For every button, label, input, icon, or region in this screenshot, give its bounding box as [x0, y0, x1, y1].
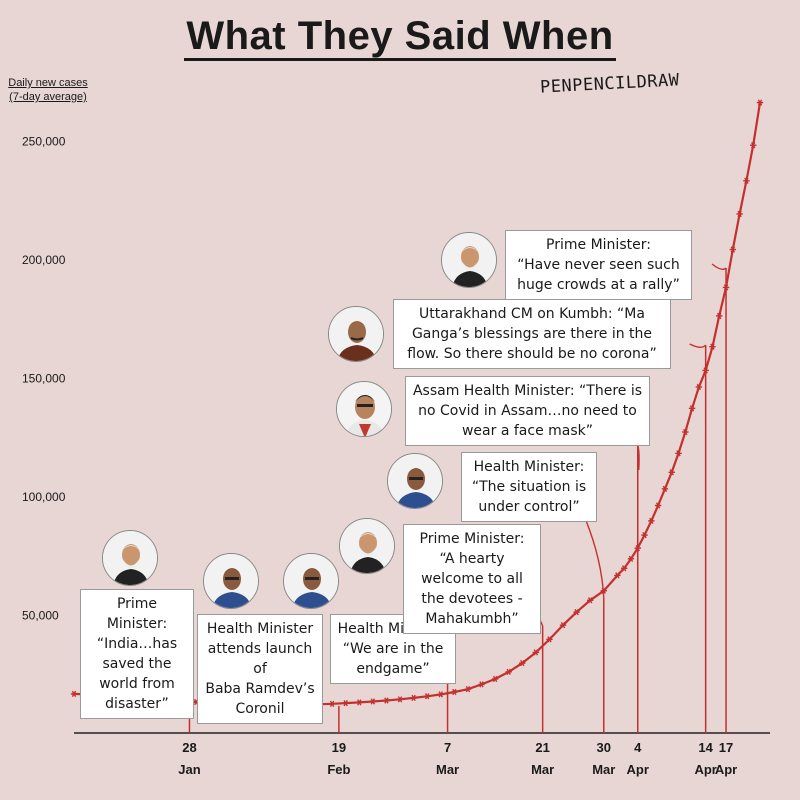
data-point: [491, 675, 499, 683]
avatar-prime-minister-3: [441, 232, 497, 288]
data-point: [654, 502, 662, 509]
x-tick-label: Mar: [592, 762, 615, 777]
data-point: [743, 177, 750, 184]
x-tick-label: Mar: [531, 762, 554, 777]
avatar-uttarakhand-cm: [328, 306, 384, 362]
x-tick-label: Apr: [627, 762, 649, 777]
data-point: [478, 681, 485, 688]
data-point: [716, 312, 723, 320]
data-point: [586, 597, 594, 604]
quote-pm-huge-crowds: Prime Minister: “Have never seen such hug…: [505, 230, 692, 300]
quote-pm-india-saved-world: Prime Minister: “India…has saved the worl…: [80, 589, 194, 719]
annotation-arrow: [689, 343, 707, 348]
data-point: [464, 686, 472, 693]
quote-uttarakhand-cm-kumbh: Uttarakhand CM on Kumbh: “Ma Ganga’s ble…: [393, 299, 671, 369]
data-point: [675, 450, 682, 457]
data-point: [519, 659, 526, 667]
x-tick-label: 7: [444, 740, 451, 755]
x-tick-label: Apr: [694, 762, 716, 777]
quote-health-minister-under-control: Health Minister: “The situation is under …: [461, 452, 597, 522]
data-point: [342, 700, 349, 707]
data-point: [532, 649, 540, 656]
x-tick-label: Apr: [715, 762, 737, 777]
data-point: [614, 572, 621, 579]
y-tick-label: 250,000: [22, 135, 66, 149]
data-point: [437, 691, 444, 698]
y-tick-label: 200,000: [22, 253, 66, 267]
x-tick-label: 4: [634, 740, 642, 755]
data-point: [750, 142, 757, 149]
data-point: [648, 517, 655, 525]
annotation-arrow: [585, 519, 605, 599]
x-tick-label: 17: [719, 740, 733, 755]
x-tick-label: 30: [597, 740, 611, 755]
data-point: [661, 485, 669, 493]
data-point: [620, 565, 628, 572]
data-point: [70, 690, 78, 698]
y-tick-label: 50,000: [22, 609, 59, 623]
x-tick-label: 19: [332, 740, 346, 755]
x-tick-label: 14: [698, 740, 713, 755]
data-point: [641, 531, 648, 539]
x-tick-label: Mar: [436, 762, 459, 777]
x-tick-label: 21: [535, 740, 549, 755]
data-point: [682, 428, 689, 436]
data-point: [383, 697, 390, 704]
data-point: [505, 668, 512, 675]
annotation-arrow: [637, 444, 640, 471]
data-point: [627, 555, 635, 562]
avatar-prime-minister-1: [102, 530, 158, 586]
data-point: [328, 700, 336, 707]
data-point: [423, 693, 431, 700]
data-point: [356, 699, 363, 706]
annotation-arrow: [711, 263, 727, 271]
data-point: [559, 622, 567, 629]
data-point: [573, 608, 580, 616]
x-tick-label: Feb: [327, 762, 350, 777]
quote-health-minister-coronil: Health Minister attends launch of Baba Ra…: [197, 614, 323, 724]
x-tick-label: 28: [182, 740, 196, 755]
y-axis-label: Daily new cases (7-day average): [8, 77, 88, 103]
quote-pm-mahakumbh: Prime Minister: “A hearty welcome to all …: [403, 524, 541, 634]
data-point: [688, 405, 696, 412]
data-point: [396, 696, 404, 703]
data-point: [546, 636, 553, 643]
avatar-assam-health-minister: [336, 381, 392, 437]
avatar-health-minister-2: [283, 553, 339, 609]
chart-title: What They Said When: [0, 14, 800, 61]
quote-assam-health-minister: Assam Health Minister: “There is no Covi…: [405, 376, 650, 446]
avatar-prime-minister-2: [339, 518, 395, 574]
data-point: [729, 246, 737, 253]
data-point: [451, 688, 458, 696]
data-point: [668, 469, 675, 476]
avatar-health-minister-3: [387, 453, 443, 509]
data-point: [410, 694, 417, 702]
data-point: [695, 383, 703, 391]
y-tick-label: 100,000: [22, 490, 66, 504]
data-point: [736, 210, 743, 218]
data-point: [709, 343, 716, 350]
avatar-health-minister-1: [203, 553, 259, 609]
data-point: [756, 99, 764, 106]
x-tick-label: Jan: [178, 762, 200, 777]
y-tick-label: 150,000: [22, 372, 66, 386]
data-point: [369, 698, 377, 705]
